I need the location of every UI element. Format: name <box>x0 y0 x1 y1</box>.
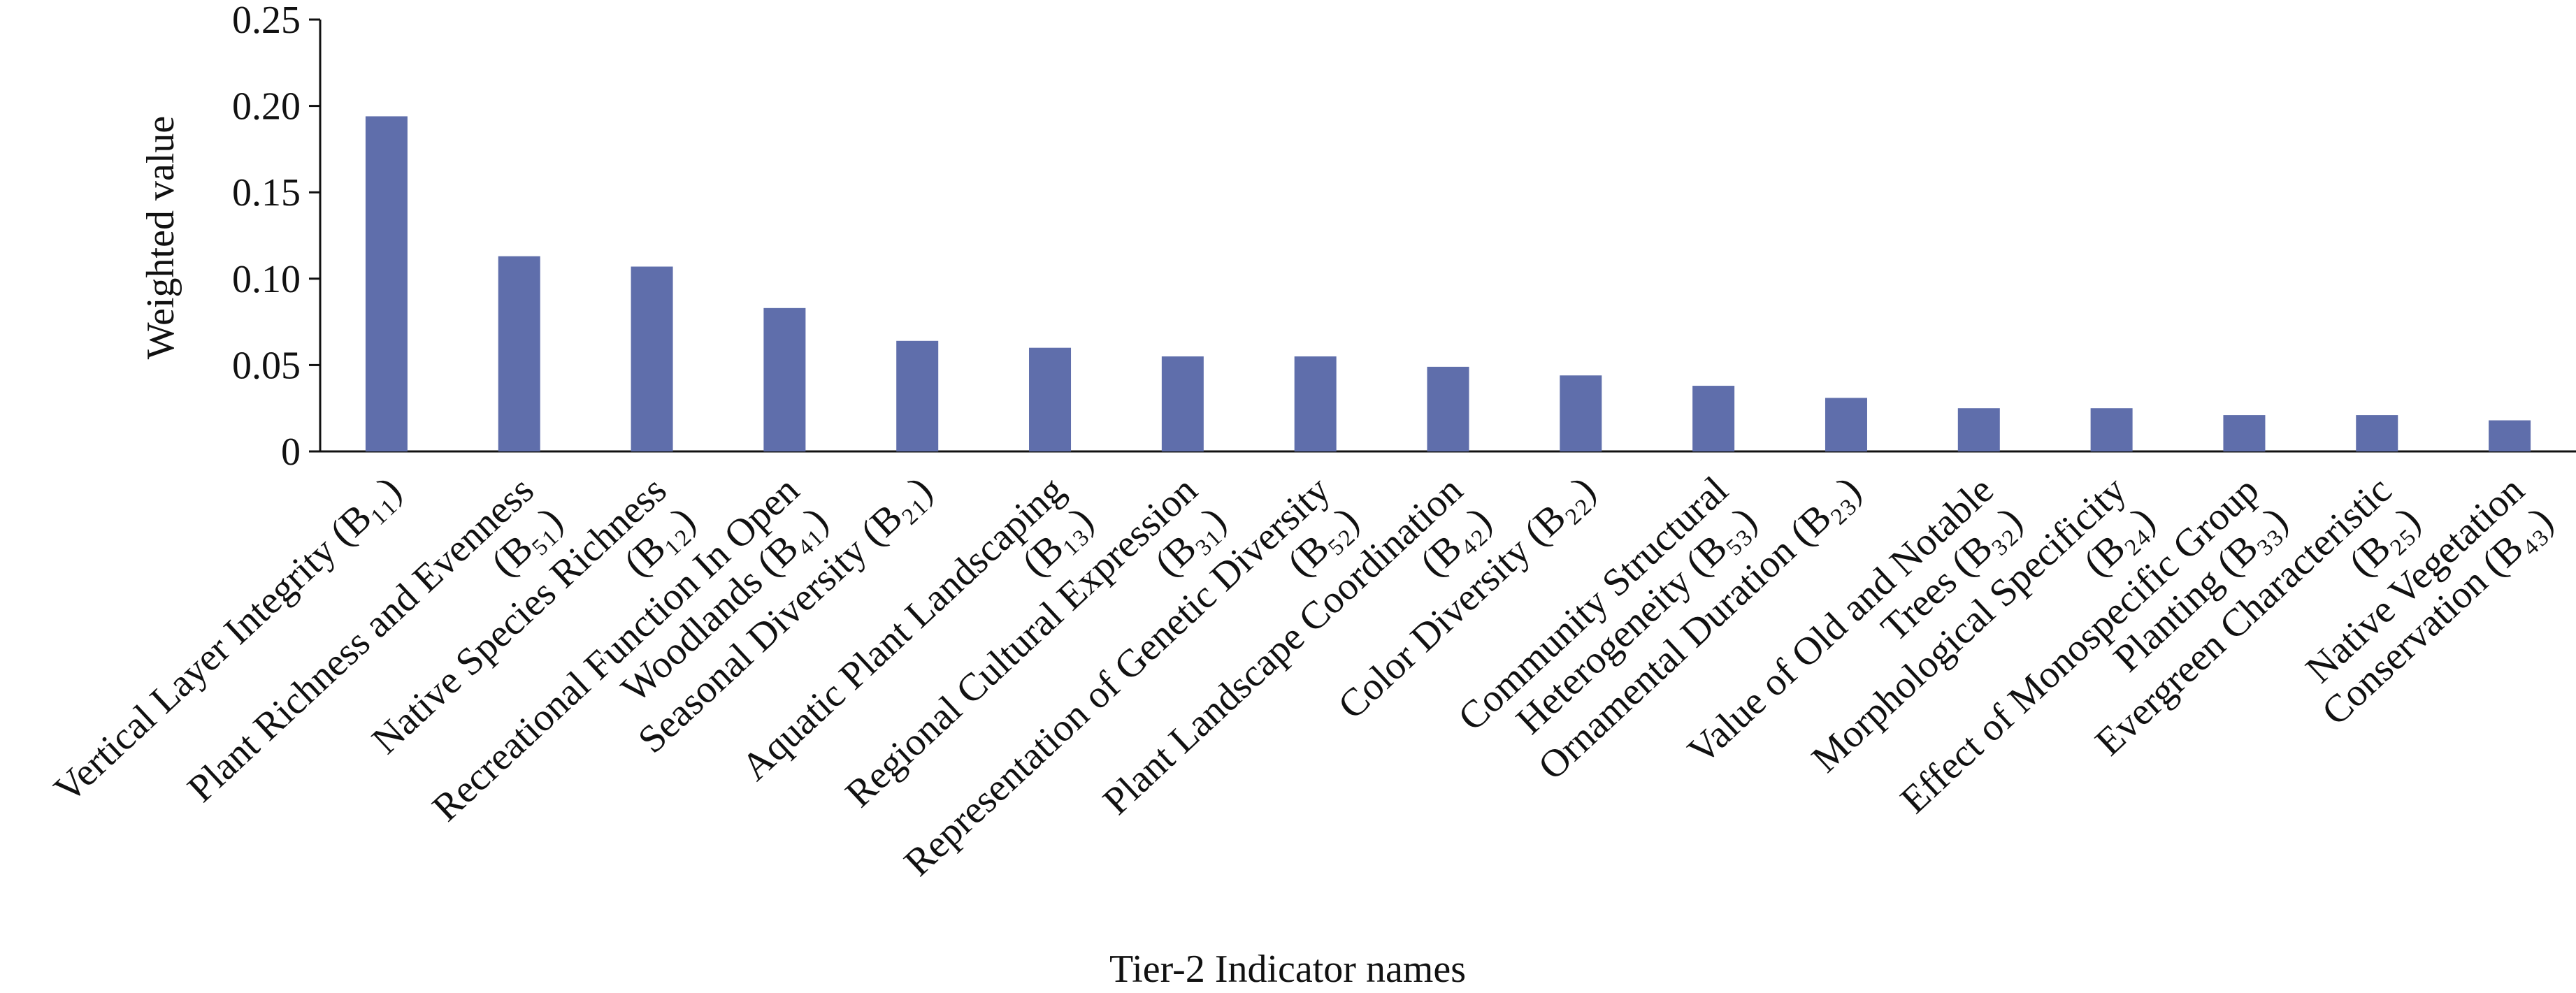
bar <box>2489 420 2531 451</box>
bar <box>1427 366 1469 451</box>
y-tick-label: 0.05 <box>232 344 301 387</box>
bar <box>631 266 673 451</box>
bar <box>498 256 540 451</box>
bar <box>1692 386 1735 451</box>
bar <box>1560 375 1602 451</box>
y-axis-label: Weighted value <box>139 116 182 359</box>
bar <box>2223 415 2266 451</box>
x-axis-label: Tier-2 Indicator names <box>1109 948 1466 991</box>
bar <box>2356 415 2398 451</box>
y-tick-label: 0.20 <box>232 85 301 129</box>
bar <box>1957 408 2000 451</box>
bar <box>1294 356 1337 451</box>
y-tick-label: 0 <box>281 430 301 474</box>
bar <box>1029 347 1072 451</box>
y-tick-label: 0.25 <box>232 0 301 42</box>
bar <box>1825 398 1867 451</box>
bar <box>1161 356 1204 451</box>
bar <box>365 116 408 451</box>
y-tick-label: 0.10 <box>232 258 301 301</box>
bar <box>896 340 939 451</box>
bar <box>2090 408 2133 451</box>
bar <box>763 307 806 451</box>
y-tick-label: 0.15 <box>232 171 301 215</box>
